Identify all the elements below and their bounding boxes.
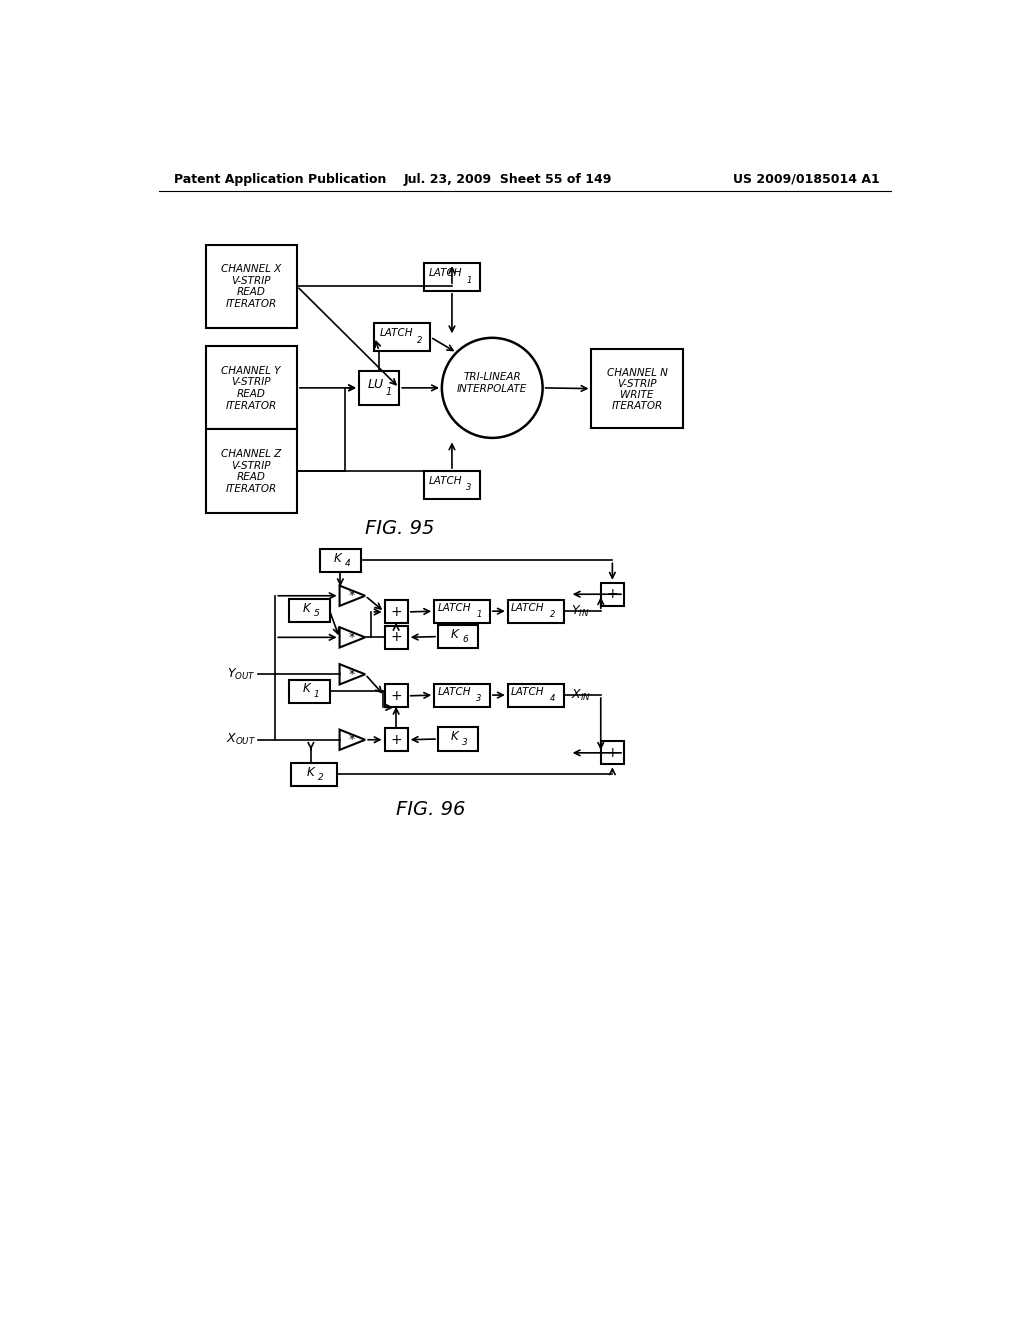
FancyBboxPatch shape	[385, 729, 408, 751]
Text: 3: 3	[466, 483, 472, 492]
Circle shape	[442, 338, 543, 438]
FancyBboxPatch shape	[206, 244, 297, 327]
Text: +: +	[390, 605, 402, 619]
FancyBboxPatch shape	[438, 727, 478, 751]
Text: *: *	[348, 631, 354, 644]
Text: READ: READ	[237, 288, 265, 297]
Text: K: K	[307, 766, 314, 779]
Polygon shape	[340, 627, 366, 648]
FancyBboxPatch shape	[601, 742, 624, 764]
Text: ITERATOR: ITERATOR	[611, 400, 663, 411]
Text: V-STRIP: V-STRIP	[231, 276, 271, 286]
Text: *: *	[348, 733, 354, 746]
Text: 6: 6	[462, 635, 468, 644]
FancyBboxPatch shape	[434, 599, 489, 623]
Text: TRI-LINEAR: TRI-LINEAR	[464, 372, 521, 381]
Text: Jul. 23, 2009  Sheet 55 of 149: Jul. 23, 2009 Sheet 55 of 149	[403, 173, 612, 186]
FancyBboxPatch shape	[508, 599, 563, 623]
Text: $Y_{OUT}$: $Y_{OUT}$	[227, 667, 256, 682]
Text: *: *	[348, 589, 354, 602]
Text: FIG. 95: FIG. 95	[365, 519, 434, 537]
FancyBboxPatch shape	[385, 626, 408, 649]
Text: K: K	[302, 682, 310, 696]
FancyBboxPatch shape	[601, 582, 624, 606]
Text: 1: 1	[476, 610, 481, 619]
Text: V-STRIP: V-STRIP	[231, 461, 271, 471]
Text: CHANNEL Y: CHANNEL Y	[221, 366, 281, 376]
Text: INTERPOLATE: INTERPOLATE	[457, 384, 527, 395]
Text: 4: 4	[550, 694, 555, 702]
Text: 2: 2	[417, 335, 422, 345]
Text: K: K	[452, 628, 459, 640]
Text: 3: 3	[462, 738, 468, 747]
Polygon shape	[340, 730, 366, 750]
Polygon shape	[340, 586, 366, 606]
Text: FIG. 96: FIG. 96	[395, 800, 465, 818]
Text: 2: 2	[550, 610, 555, 619]
Text: Patent Application Publication: Patent Application Publication	[174, 173, 387, 186]
Text: K: K	[302, 602, 310, 615]
Text: CHANNEL X: CHANNEL X	[221, 264, 282, 275]
FancyBboxPatch shape	[385, 601, 408, 623]
Text: 3: 3	[476, 694, 481, 702]
Text: +: +	[390, 689, 402, 702]
FancyBboxPatch shape	[375, 323, 430, 351]
FancyBboxPatch shape	[359, 371, 399, 405]
Text: V-STRIP: V-STRIP	[231, 378, 271, 388]
FancyBboxPatch shape	[321, 549, 360, 572]
Text: LATCH: LATCH	[437, 603, 471, 612]
FancyBboxPatch shape	[291, 763, 337, 785]
FancyBboxPatch shape	[424, 471, 480, 499]
Text: +: +	[390, 733, 402, 747]
Text: 2: 2	[318, 774, 324, 781]
Text: READ: READ	[237, 389, 265, 399]
Text: LATCH: LATCH	[511, 686, 545, 697]
Text: WRITE: WRITE	[621, 389, 654, 400]
FancyBboxPatch shape	[508, 684, 563, 706]
FancyBboxPatch shape	[289, 599, 330, 622]
Text: $X_{OUT}$: $X_{OUT}$	[225, 733, 256, 747]
Text: +: +	[606, 746, 618, 760]
Text: 1: 1	[385, 387, 391, 397]
Text: LATCH: LATCH	[511, 603, 545, 612]
Text: V-STRIP: V-STRIP	[617, 379, 657, 389]
Text: 5: 5	[313, 609, 319, 618]
Text: LATCH: LATCH	[429, 268, 463, 279]
FancyBboxPatch shape	[385, 684, 408, 708]
Text: K: K	[452, 730, 459, 743]
Text: K: K	[334, 552, 341, 565]
Text: ITERATOR: ITERATOR	[225, 483, 276, 494]
Text: 1: 1	[466, 276, 472, 285]
Text: ITERATOR: ITERATOR	[225, 298, 276, 309]
Text: READ: READ	[237, 473, 265, 482]
FancyBboxPatch shape	[206, 346, 297, 429]
FancyBboxPatch shape	[289, 680, 330, 702]
Text: LATCH: LATCH	[380, 329, 413, 338]
Text: $Y_{IN}$: $Y_{IN}$	[571, 603, 590, 619]
FancyBboxPatch shape	[438, 626, 478, 648]
Polygon shape	[340, 664, 366, 685]
Text: +: +	[390, 631, 402, 644]
Text: +: +	[606, 587, 618, 601]
Text: 4: 4	[344, 558, 350, 568]
FancyBboxPatch shape	[592, 350, 683, 428]
Text: LATCH: LATCH	[437, 686, 471, 697]
Text: LU: LU	[368, 378, 384, 391]
Text: US 2009/0185014 A1: US 2009/0185014 A1	[733, 173, 880, 186]
FancyBboxPatch shape	[206, 429, 297, 512]
Text: *: *	[348, 668, 354, 681]
Text: $X_{IN}$: $X_{IN}$	[571, 688, 591, 702]
FancyBboxPatch shape	[434, 684, 489, 706]
Text: LATCH: LATCH	[429, 477, 463, 486]
Text: CHANNEL Z: CHANNEL Z	[221, 449, 282, 459]
Text: ITERATOR: ITERATOR	[225, 400, 276, 411]
FancyBboxPatch shape	[424, 263, 480, 290]
Text: 1: 1	[313, 690, 319, 698]
Text: CHANNEL N: CHANNEL N	[607, 368, 668, 379]
